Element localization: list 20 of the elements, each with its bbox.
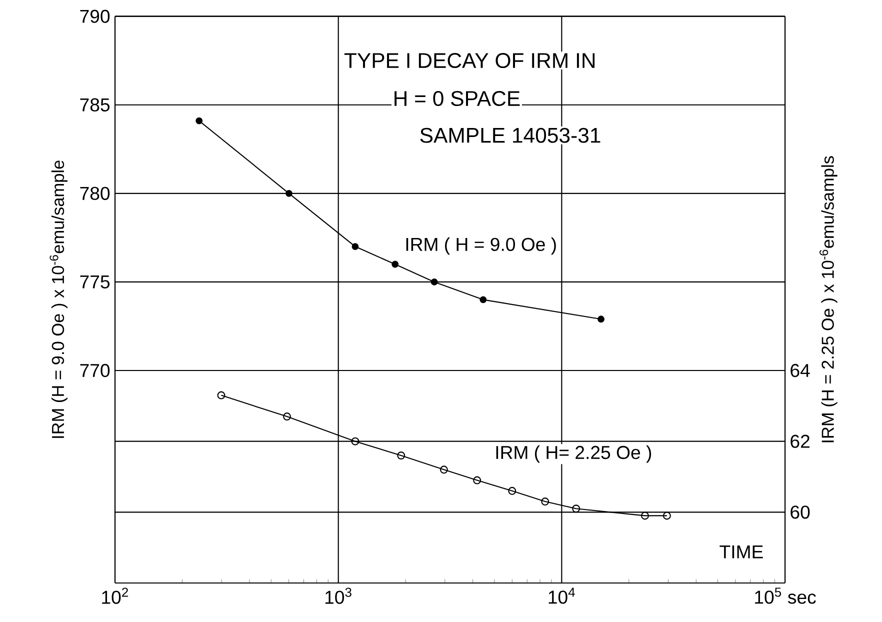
x-tick-label: 10$^{5}$ sec [755,588,816,604]
y2-axis-title: IRM (H = 2.25 Oe ) x 10$^{-6}$emu/sampls [820,156,838,442]
x-axis-title: TIME [720,545,763,558]
series-label: IRM ( H = 9.0 Oe ) [406,237,556,255]
y2-tick-label: 64 [790,364,810,378]
y-tick-label: 790 [80,10,110,23]
x-tick-label: 10$^{3}$ [325,588,352,604]
y2-tick-label: 62 [790,434,810,448]
y-tick-label: 770 [80,364,110,378]
y2-tick-label: 60 [790,506,810,519]
y-tick-label: 785 [80,98,110,112]
y-axis-title: IRM (H = 9.0 Oe ) x 10$^{-6}$emu/sample [50,160,68,438]
text: H = 0 SPACE [394,90,520,106]
text: TYPE I DECAY OF IRM IN [344,53,595,68]
y-tick-label: 780 [80,186,110,200]
y-tick-label: 775 [80,275,110,288]
annotation: SAMPLE 14053-31 [420,128,600,143]
x-tick-label: 10$^{2}$ [102,588,128,604]
series-label: IRM ( H= 2.25 Oe ) [496,445,652,463]
x-tick-label: 10$^{4}$ [548,588,575,604]
